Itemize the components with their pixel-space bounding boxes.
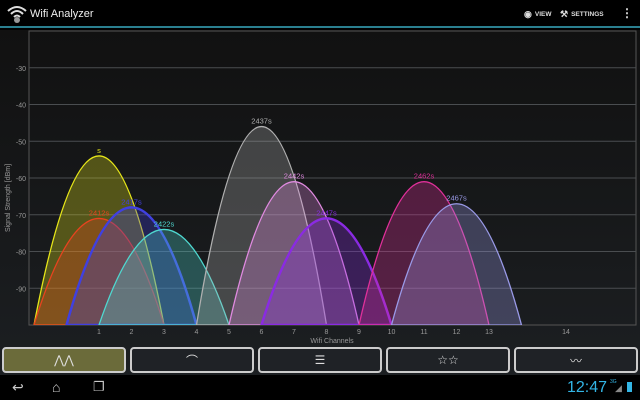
network-label: s <box>97 146 101 155</box>
battery-icon <box>627 382 632 392</box>
app-title: Wifi Analyzer <box>30 8 94 20</box>
navigation-bar: ↩ ⌂ ❐ 3G ◢ <box>0 375 640 400</box>
signal-icon: ◢ <box>615 383 622 393</box>
x-tick-label: 12 <box>453 329 461 336</box>
network-curve <box>260 217 393 325</box>
y-tick-label: -30 <box>16 66 26 73</box>
view-label: VIEW <box>534 11 552 18</box>
bottom-tabs: ⋀⋀ ⌒ ☰ ☆☆ 〰 <box>0 347 640 374</box>
x-tick-label: 13 <box>485 329 493 336</box>
tab-channel-graph[interactable]: ⋀⋀ <box>2 347 126 373</box>
back-icon[interactable]: ↩ <box>12 379 24 395</box>
x-tick-label: 9 <box>357 329 361 336</box>
y-tick-label: -80 <box>16 250 26 257</box>
x-tick-label: 5 <box>227 329 231 336</box>
y-tick-label: -50 <box>16 139 26 146</box>
network-curve <box>195 126 328 325</box>
network-label: 2467s <box>446 194 467 203</box>
channel-graph: -30-40-50-60-70-80-901 2 3 4 5 6 7 8 9 10 11 12 13 14… <box>5 30 637 345</box>
tab-ap-list[interactable]: ☰ <box>258 347 382 373</box>
x-tick-label: 14 <box>562 329 570 336</box>
x-tick-label: 2 <box>130 329 134 336</box>
network-curve <box>358 181 490 325</box>
network-label: 2447s <box>316 208 337 217</box>
tab-time-graph[interactable]: 〰 <box>514 347 638 373</box>
tab-signal-meter[interactable]: ⌒ <box>130 347 254 373</box>
x-tick-label: 10 <box>388 329 396 336</box>
channel-graph-icon: ⋀⋀ <box>54 353 74 367</box>
y-tick-label: -90 <box>16 286 26 293</box>
home-icon[interactable]: ⌂ <box>52 379 61 395</box>
y-tick-label: -40 <box>16 103 26 110</box>
network-curve <box>390 203 523 325</box>
network-label: 2462s <box>414 172 435 181</box>
settings-button[interactable]: ⚒ SETTINGS <box>560 9 604 20</box>
network-curve <box>33 155 165 325</box>
settings-label: SETTINGS <box>571 11 604 18</box>
time-graph-icon: 〰 <box>569 353 582 368</box>
tab-channel-rating[interactable]: ☆☆ <box>386 347 510 373</box>
ap-list-icon: ☰ <box>314 353 326 367</box>
channel-rating-icon: ☆☆ <box>437 353 459 367</box>
network-curve <box>65 206 198 325</box>
eye-icon: ◉ <box>524 9 532 19</box>
x-tick-label: 3 <box>162 329 166 336</box>
x-tick-label: 1 <box>97 329 101 336</box>
network-label: 2442s <box>284 172 305 181</box>
network-label: 2412s <box>89 208 110 217</box>
network-curve <box>33 218 165 325</box>
wrench-icon: ⚒ <box>560 9 569 19</box>
recent-apps-icon[interactable]: ❐ <box>93 379 105 394</box>
content-area <box>0 30 640 375</box>
network-label: 2437s <box>251 117 272 126</box>
wifi-app-icon <box>7 6 27 23</box>
x-tick-label: 8 <box>325 329 329 336</box>
x-axis-label: Wifi Channels <box>310 338 354 345</box>
y-tick-label: -60 <box>16 176 26 183</box>
network-label: 2417s <box>121 197 142 206</box>
network-label: 2422s <box>154 219 175 228</box>
x-tick-label: 6 <box>260 329 264 336</box>
y-tick-label: -70 <box>16 213 26 220</box>
network-type: 3G <box>610 379 617 385</box>
network-curve <box>98 228 230 325</box>
view-button[interactable]: ◉ VIEW <box>524 9 551 20</box>
action-bar: Wifi Analyzer ◉ VIEW ⚒ SETTINGS ⋮ <box>0 0 640 28</box>
x-tick-label: 7 <box>292 329 296 336</box>
x-tick-label: 4 <box>195 329 199 336</box>
overflow-menu-button[interactable]: ⋮ <box>621 6 633 20</box>
clock: 12:47 <box>567 379 608 396</box>
x-tick-label: 11 <box>420 329 427 336</box>
signal-meter-icon: ⌒ <box>185 353 198 368</box>
y-axis-label: Signal Strength [dBm] <box>5 164 12 232</box>
